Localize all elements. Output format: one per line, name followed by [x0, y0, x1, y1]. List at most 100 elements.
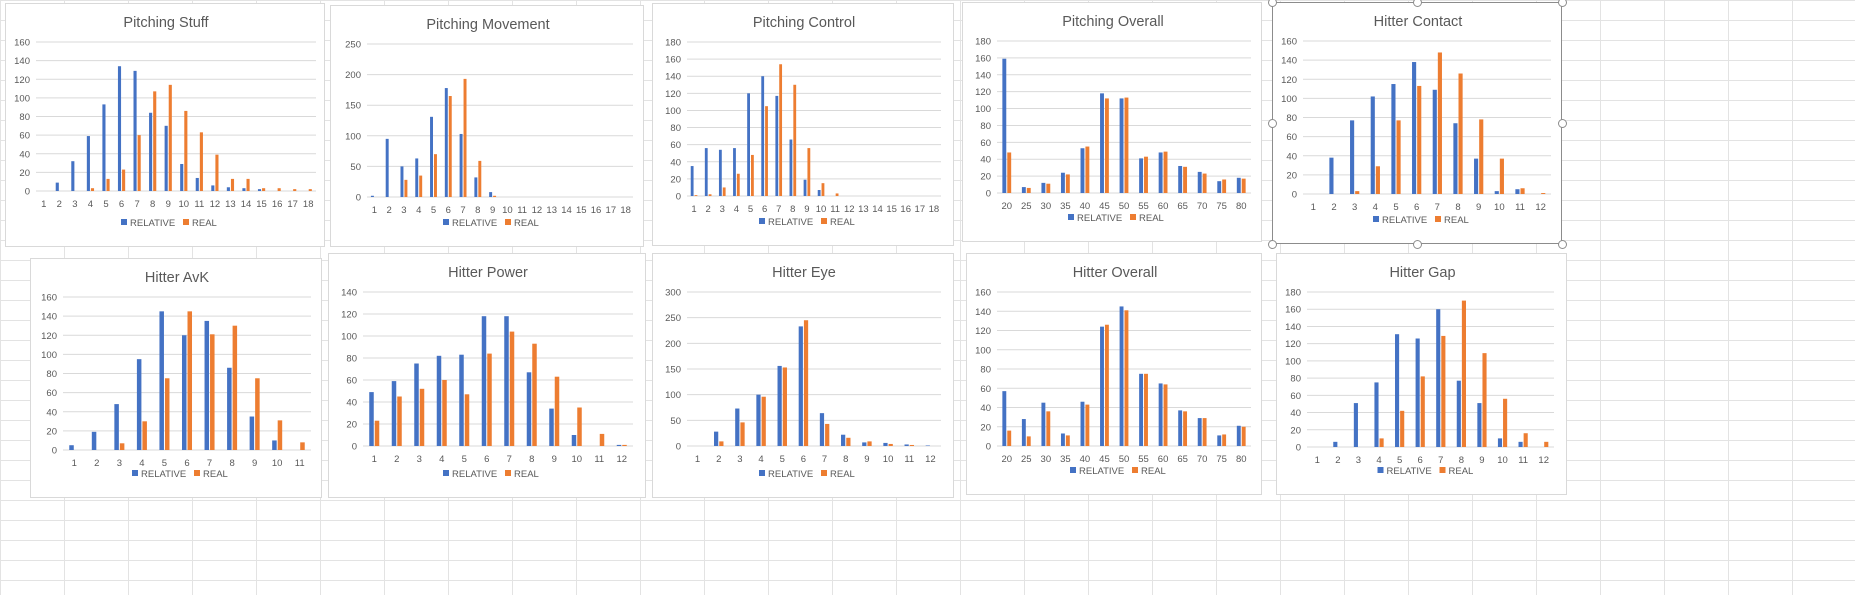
- x-tick-label: 7: [1435, 202, 1440, 213]
- bar-real: [1144, 156, 1148, 193]
- bar-real: [761, 396, 766, 446]
- resize-handle[interactable]: [1268, 240, 1277, 249]
- legend-label-relative: RELATIVE: [1079, 466, 1124, 477]
- x-tick-label: 6: [1418, 455, 1423, 466]
- x-tick-label: 12: [616, 454, 627, 465]
- x-tick-label: 4: [416, 205, 421, 216]
- bar-relative: [526, 372, 532, 446]
- x-tick-label: 7: [134, 199, 139, 210]
- bar-real: [1417, 85, 1422, 194]
- resize-handle[interactable]: [1268, 119, 1277, 128]
- x-tick-label: 45: [1099, 201, 1110, 212]
- y-tick-label: 0: [676, 192, 681, 203]
- bar-real: [1461, 300, 1466, 447]
- chart-hitter-overall[interactable]: Hitter Overall 0 20 40 60 80 100 120 140 160 20 25 3…: [966, 253, 1262, 495]
- bar-real: [1026, 187, 1031, 193]
- resize-handle[interactable]: [1558, 240, 1567, 249]
- bar-relative: [735, 408, 740, 446]
- bar-relative: [1080, 401, 1085, 446]
- bar-real: [1482, 353, 1487, 447]
- resize-handle[interactable]: [1413, 0, 1422, 7]
- bar-real: [246, 178, 250, 191]
- x-tick-label: 9: [490, 205, 495, 216]
- chart-hitter-eye[interactable]: Hitter Eye 0 50 100 150 200 250 300 1 2 3 4 5 6 7 8 9 10 1…: [652, 253, 954, 498]
- x-tick-label: 10: [272, 458, 283, 469]
- bar-relative: [1518, 441, 1523, 447]
- bar-relative: [385, 138, 389, 197]
- chart-hitter-power[interactable]: Hitter Power 0 20 40 60 80 100 120 140 1 2 3 4 5 6 7 8 9 1…: [328, 253, 646, 498]
- y-tick-label: 40: [670, 157, 681, 168]
- x-tick-label: 50: [1119, 201, 1130, 212]
- x-tick-label: 11: [594, 454, 604, 465]
- x-tick-label: 7: [1438, 455, 1443, 466]
- y-tick-label: 150: [345, 101, 361, 112]
- bar-relative: [1060, 433, 1065, 446]
- y-tick-label: 20: [1286, 170, 1297, 181]
- bar-relative: [1041, 182, 1046, 193]
- y-tick-label: 120: [341, 310, 357, 321]
- x-tick-label: 70: [1197, 454, 1208, 465]
- bar-real: [1379, 438, 1384, 447]
- legend-swatch-relative: [443, 219, 449, 225]
- bar-relative: [1415, 338, 1420, 447]
- legend-swatch-relative: [759, 218, 765, 224]
- y-tick-label: 160: [1281, 37, 1297, 48]
- bar-relative: [1041, 402, 1046, 446]
- x-tick-label: 17: [915, 204, 926, 215]
- bar-relative: [571, 435, 577, 446]
- y-tick-label: 20: [46, 426, 57, 437]
- legend-label-real: REAL: [830, 217, 855, 228]
- bar-relative: [690, 166, 694, 196]
- x-tick-label: 16: [591, 205, 602, 216]
- x-tick-label: 4: [758, 454, 763, 465]
- chart-pitching-overall[interactable]: Pitching Overall 0 20 40 60 80 100 120 140 160 180…: [962, 2, 1262, 242]
- x-tick-label: 6: [1414, 202, 1419, 213]
- x-tick-label: 9: [1476, 202, 1481, 213]
- chart-hitter-contact[interactable]: Hitter Contact 0 20 40 60 80 100 120 140 160 1 2 3 4 5…: [1268, 0, 1567, 249]
- x-tick-label: 8: [229, 458, 234, 469]
- x-tick-label: 3: [1352, 202, 1357, 213]
- x-tick-label: 5: [748, 204, 753, 215]
- resize-handle[interactable]: [1413, 240, 1422, 249]
- legend-label-relative: RELATIVE: [1382, 215, 1427, 226]
- bar-real: [1479, 119, 1484, 194]
- y-tick-label: 40: [346, 398, 357, 409]
- bar-relative: [1119, 306, 1124, 446]
- resize-handle[interactable]: [1268, 0, 1277, 7]
- chart-pitching-movement[interactable]: Pitching Movement 0 50 100 150 200 250 1 2 3 4 5 6 7 8…: [330, 5, 644, 247]
- y-tick-label: 0: [25, 187, 30, 198]
- y-tick-label: 20: [1290, 425, 1301, 436]
- chart-hitter-avk[interactable]: Hitter AvK 0 20 40 60 80 100 120 140 160 1 2 3 4 5 6 7 8 9…: [30, 258, 322, 498]
- bar-relative: [400, 166, 404, 197]
- bar-relative: [1474, 158, 1479, 194]
- resize-handle[interactable]: [1558, 119, 1567, 128]
- chart-pitching-stuff[interactable]: Pitching Stuff 0 20 40 60 80 100 120 140 160 1 2 3 4 5…: [5, 3, 325, 247]
- y-tick-label: 20: [670, 174, 681, 185]
- bar-relative: [819, 413, 825, 446]
- bar-real: [1183, 411, 1188, 446]
- x-tick-label: 20: [1001, 454, 1012, 465]
- resize-handle[interactable]: [1558, 0, 1567, 7]
- x-tick-label: 6: [762, 204, 767, 215]
- x-tick-label: 1: [372, 454, 377, 465]
- legend-label-relative: RELATIVE: [452, 469, 497, 480]
- x-tick-label: 15: [886, 204, 897, 215]
- bar-real: [1065, 435, 1070, 446]
- y-tick-label: 140: [41, 312, 57, 323]
- bar-real: [232, 325, 238, 450]
- bar-relative: [1391, 84, 1396, 194]
- bar-relative: [777, 365, 782, 446]
- bar-real: [719, 441, 724, 446]
- x-tick-label: 14: [561, 205, 572, 216]
- y-tick-label: 0: [986, 189, 991, 200]
- bar-relative: [1002, 58, 1007, 193]
- legend-swatch-relative: [1373, 216, 1379, 222]
- bar-relative: [1494, 191, 1499, 194]
- chart-hitter-gap[interactable]: Hitter Gap 0 20 40 60 80 100 120 140 160 180 1 2 3 4 5 6…: [1276, 253, 1567, 495]
- chart-pitching-control[interactable]: Pitching Control 0 20 40 60 80 100 120 140 160 180…: [652, 3, 954, 246]
- y-tick-label: 40: [980, 155, 991, 166]
- x-tick-label: 9: [864, 454, 869, 465]
- bar-relative: [1119, 98, 1124, 193]
- legend-label-relative: RELATIVE: [141, 469, 186, 480]
